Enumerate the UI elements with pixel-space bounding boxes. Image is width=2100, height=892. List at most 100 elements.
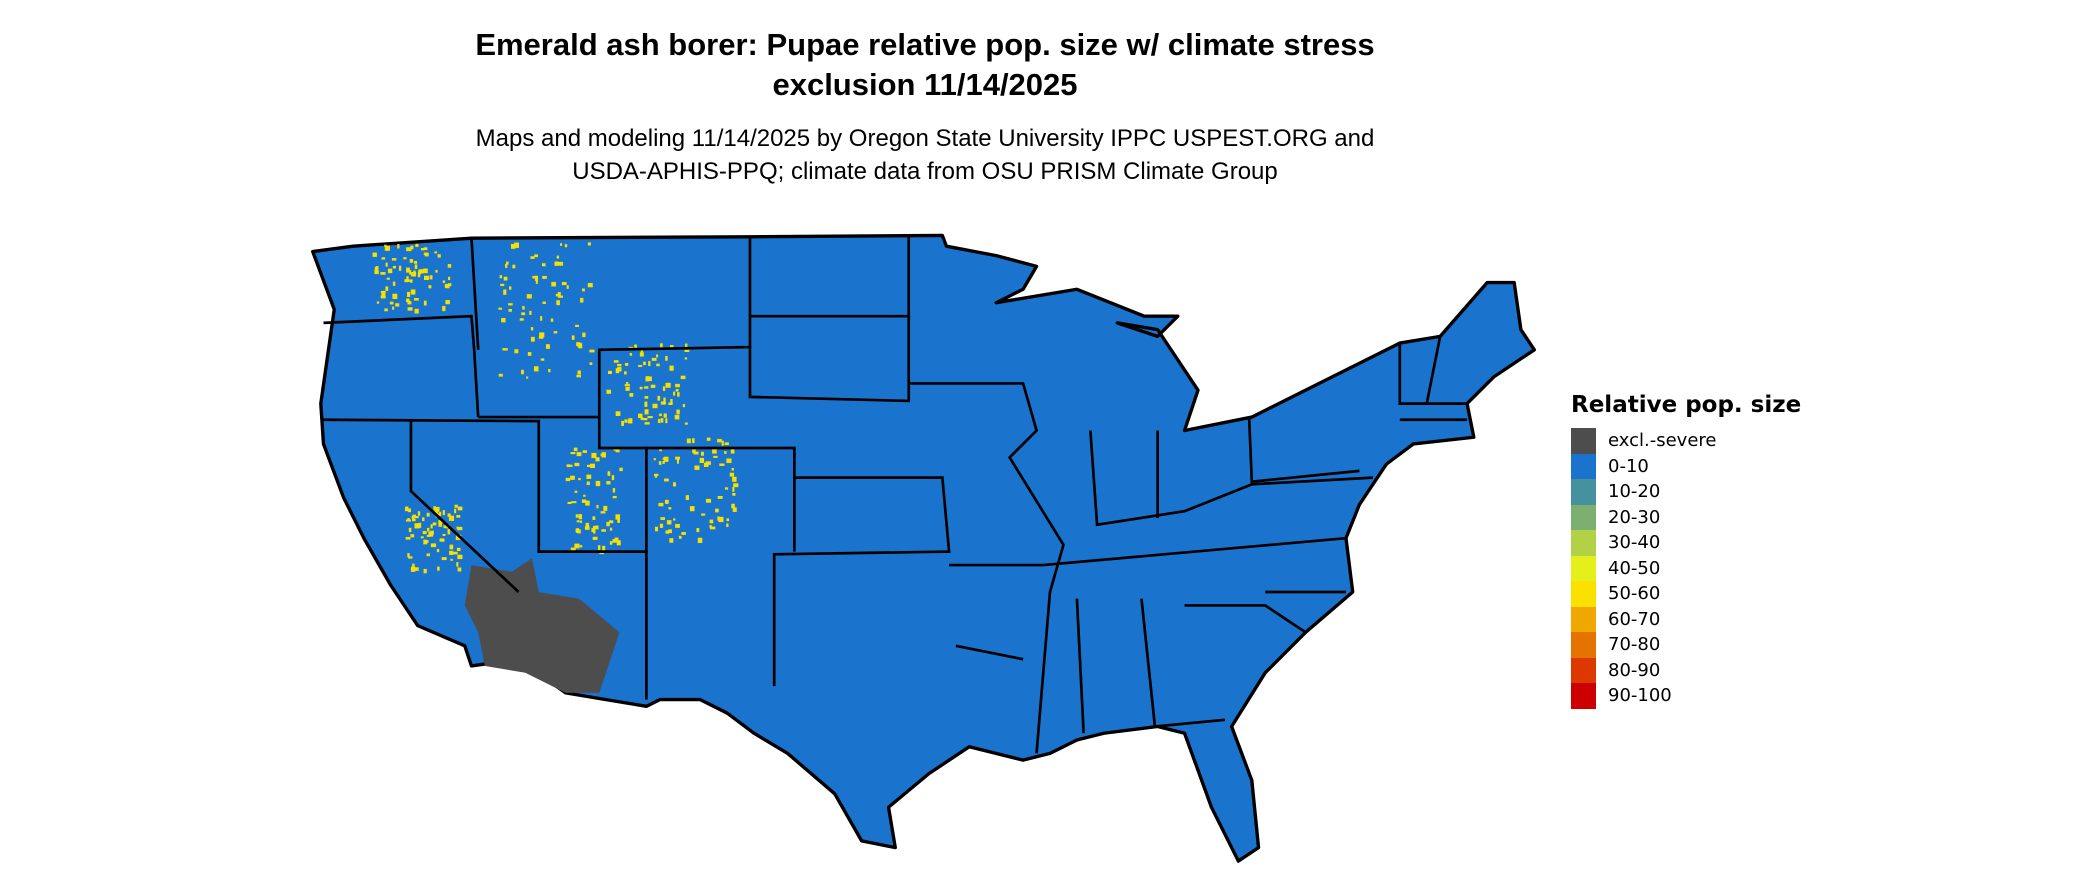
- high-suitability-speck: [659, 523, 664, 528]
- high-suitability-speck: [680, 375, 686, 380]
- high-suitability-speck: [715, 508, 719, 513]
- high-suitability-speck: [733, 483, 739, 488]
- high-suitability-speck: [406, 247, 412, 252]
- legend-item: 80-90: [1571, 657, 1801, 683]
- high-suitability-speck: [499, 275, 503, 279]
- high-suitability-speck: [420, 247, 425, 251]
- high-suitability-speck: [450, 558, 453, 561]
- high-suitability-speck: [639, 386, 643, 390]
- high-suitability-speck: [724, 442, 729, 446]
- high-suitability-speck: [724, 451, 727, 454]
- high-suitability-speck: [454, 508, 457, 514]
- high-suitability-speck: [404, 506, 409, 512]
- high-suitability-speck: [662, 460, 665, 464]
- high-suitability-speck: [606, 389, 612, 394]
- high-suitability-speck: [548, 369, 551, 373]
- high-suitability-speck: [430, 524, 433, 529]
- high-suitability-speck: [414, 264, 418, 270]
- high-suitability-speck: [664, 478, 669, 482]
- legend-label: excl.-severe: [1608, 430, 1717, 452]
- high-suitability-speck: [624, 384, 631, 387]
- high-suitability-speck: [668, 507, 672, 510]
- high-suitability-speck: [557, 292, 561, 298]
- legend-label: 20-30: [1608, 506, 1661, 528]
- high-suitability-speck: [413, 260, 418, 264]
- high-suitability-speck: [372, 252, 377, 257]
- high-suitability-speck: [565, 477, 571, 482]
- high-suitability-speck: [420, 536, 424, 539]
- high-suitability-speck: [653, 458, 656, 461]
- high-suitability-speck: [553, 331, 558, 334]
- high-suitability-speck: [701, 513, 706, 516]
- legend-swatch: [1571, 530, 1596, 556]
- high-suitability-speck: [392, 265, 396, 269]
- high-suitability-speck: [684, 357, 688, 360]
- high-suitability-speck: [657, 395, 661, 401]
- high-suitability-speck: [406, 276, 409, 282]
- high-suitability-speck: [699, 457, 705, 463]
- high-suitability-speck: [624, 419, 628, 423]
- high-suitability-speck: [697, 537, 703, 544]
- high-suitability-speck: [414, 523, 420, 529]
- high-suitability-speck: [561, 281, 567, 286]
- high-suitability-speck: [506, 261, 509, 265]
- high-suitability-speck: [732, 486, 735, 492]
- high-suitability-speck: [542, 301, 546, 304]
- high-suitability-speck: [433, 506, 436, 511]
- high-suitability-speck: [595, 480, 601, 487]
- high-suitability-speck: [444, 283, 450, 289]
- high-suitability-speck: [624, 362, 629, 366]
- high-suitability-speck: [534, 254, 538, 258]
- high-suitability-speck: [619, 467, 623, 472]
- high-suitability-speck: [442, 510, 445, 516]
- high-suitability-speck: [502, 348, 508, 351]
- high-suitability-speck: [456, 515, 461, 518]
- high-suitability-speck: [662, 386, 666, 391]
- high-suitability-speck: [721, 440, 724, 446]
- high-suitability-speck: [384, 245, 390, 251]
- high-suitability-speck: [585, 500, 590, 506]
- high-suitability-speck: [430, 543, 437, 548]
- high-suitability-speck: [423, 268, 428, 274]
- high-suitability-speck: [391, 258, 397, 261]
- high-suitability-speck: [407, 307, 413, 311]
- high-suitability-speck: [732, 476, 737, 482]
- high-suitability-speck: [645, 376, 650, 382]
- high-suitability-speck: [577, 342, 582, 347]
- high-suitability-speck: [392, 281, 396, 286]
- high-suitability-speck: [638, 413, 643, 419]
- high-suitability-speck: [595, 457, 600, 462]
- high-suitability-speck: [405, 519, 411, 522]
- high-suitability-speck: [717, 438, 722, 443]
- high-suitability-speck: [434, 251, 437, 254]
- high-suitability-speck: [557, 261, 564, 266]
- high-suitability-speck: [567, 501, 572, 505]
- high-suitability-speck: [591, 452, 597, 459]
- high-suitability-speck: [422, 530, 427, 535]
- high-suitability-speck: [675, 523, 680, 528]
- legend-item: excl.-severe: [1571, 428, 1801, 454]
- high-suitability-speck: [417, 271, 421, 278]
- high-suitability-speck: [554, 261, 559, 266]
- high-suitability-speck: [541, 263, 546, 267]
- high-suitability-speck: [426, 534, 431, 537]
- high-suitability-speck: [530, 326, 534, 331]
- high-suitability-speck: [589, 349, 595, 353]
- high-suitability-speck: [406, 267, 410, 273]
- high-suitability-speck: [457, 506, 463, 511]
- high-suitability-speck: [692, 448, 696, 454]
- legend-swatch: [1571, 632, 1596, 658]
- high-suitability-speck: [449, 550, 454, 556]
- high-suitability-speck: [570, 475, 575, 480]
- high-suitability-speck: [408, 556, 413, 559]
- high-suitability-speck: [606, 521, 610, 527]
- high-suitability-speck: [442, 533, 446, 536]
- high-suitability-speck: [405, 536, 411, 540]
- high-suitability-speck: [597, 545, 601, 551]
- legend-swatch: [1571, 453, 1596, 479]
- high-suitability-speck: [447, 529, 451, 535]
- high-suitability-speck: [413, 515, 419, 519]
- high-suitability-speck: [726, 518, 730, 522]
- map-title: Emerald ash borer: Pupae relative pop. s…: [400, 25, 1450, 105]
- high-suitability-speck: [627, 420, 632, 424]
